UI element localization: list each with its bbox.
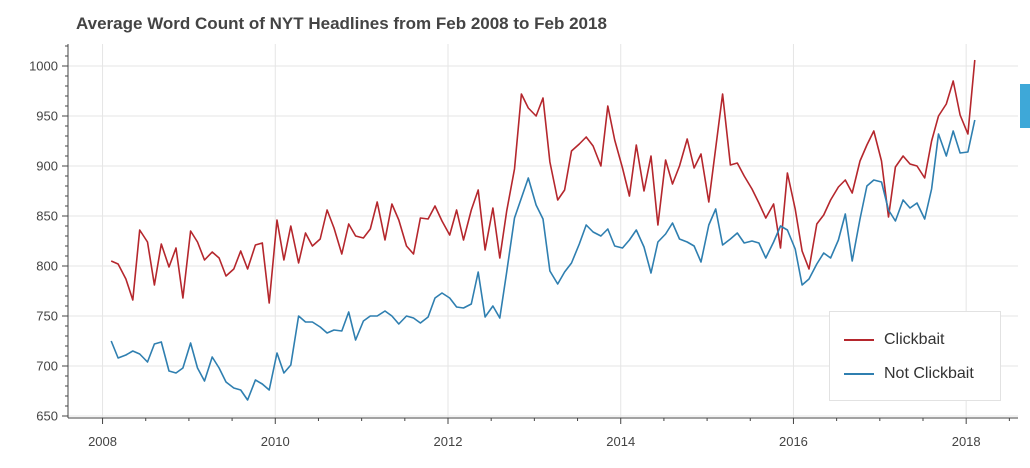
y-tick-label-750: 750 — [36, 309, 58, 324]
y-tick-label-650: 650 — [36, 409, 58, 424]
legend-swatch-not-clickbait — [844, 373, 874, 375]
x-tick-label-2016: 2016 — [779, 434, 808, 449]
series-layer — [110, 59, 976, 401]
x-tick-label-2010: 2010 — [261, 434, 290, 449]
legend-label-clickbait: Clickbait — [884, 331, 945, 348]
toolbar-edge — [1020, 84, 1030, 128]
chart-title: Average Word Count of NYT Headlines from… — [76, 14, 607, 33]
x-tick-label-2018: 2018 — [952, 434, 981, 449]
x-tick-label-2012: 2012 — [434, 434, 463, 449]
x-tick-label-2008: 2008 — [88, 434, 117, 449]
y-tick-label-1000: 1000 — [29, 59, 58, 74]
y-tick-label-900: 900 — [36, 159, 58, 174]
y-tick-label-800: 800 — [36, 259, 58, 274]
series-line-clickbait — [110, 59, 976, 304]
legend-item-not-clickbait: Not Clickbait — [844, 362, 974, 386]
x-tick-label-2014: 2014 — [606, 434, 635, 449]
y-tick-label-950: 950 — [36, 109, 58, 124]
legend-swatch-clickbait — [844, 339, 874, 341]
legend-item-clickbait: Clickbait — [844, 328, 944, 352]
y-tick-label-700: 700 — [36, 359, 58, 374]
y-tick-label-850: 850 — [36, 209, 58, 224]
series-line-not-clickbait — [110, 119, 976, 401]
legend: Clickbait Not Clickbait — [829, 311, 1001, 401]
axis-layer: 650 700 750 800 850 900 950 1000 2008 2010 2012 201… — [29, 44, 1018, 449]
legend-label-not-clickbait: Not Clickbait — [884, 365, 974, 382]
